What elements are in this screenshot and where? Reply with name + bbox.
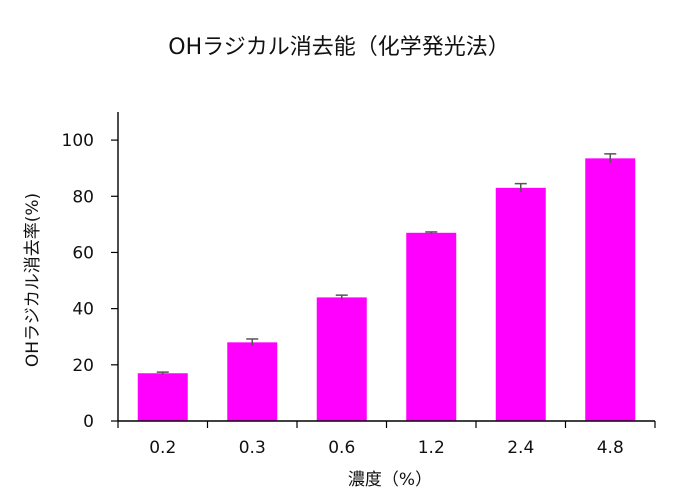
x-tick-label: 0.6	[328, 438, 355, 458]
plot-area: 0.2 0.3 0.6 1.2 2.4 4.8 0 20 40 60 80 100	[62, 112, 656, 458]
bar	[227, 342, 278, 421]
bar	[137, 373, 188, 421]
y-tick-label: 80	[72, 187, 94, 207]
x-axis-label: 濃度（%）	[348, 470, 432, 490]
y-tick-label: 0	[83, 412, 94, 432]
bar	[585, 158, 636, 421]
x-tick-label: 2.4	[507, 438, 534, 458]
y-tick-label: 40	[72, 300, 94, 320]
y-tick-label: 60	[72, 243, 94, 263]
y-tick-label: 20	[72, 356, 94, 376]
bar	[406, 232, 457, 421]
y-axis-label: OHラジカル消去率(%)	[23, 193, 43, 367]
x-tick-label: 0.3	[239, 438, 266, 458]
bar	[495, 187, 546, 421]
bar	[316, 297, 367, 421]
x-tick-label: 1.2	[418, 438, 445, 458]
x-tick-label: 0.2	[149, 438, 176, 458]
y-tick-label: 100	[62, 131, 94, 151]
x-tick-label: 4.8	[597, 438, 624, 458]
chart-title: OHラジカル消去能（化学発光法）	[168, 35, 509, 60]
